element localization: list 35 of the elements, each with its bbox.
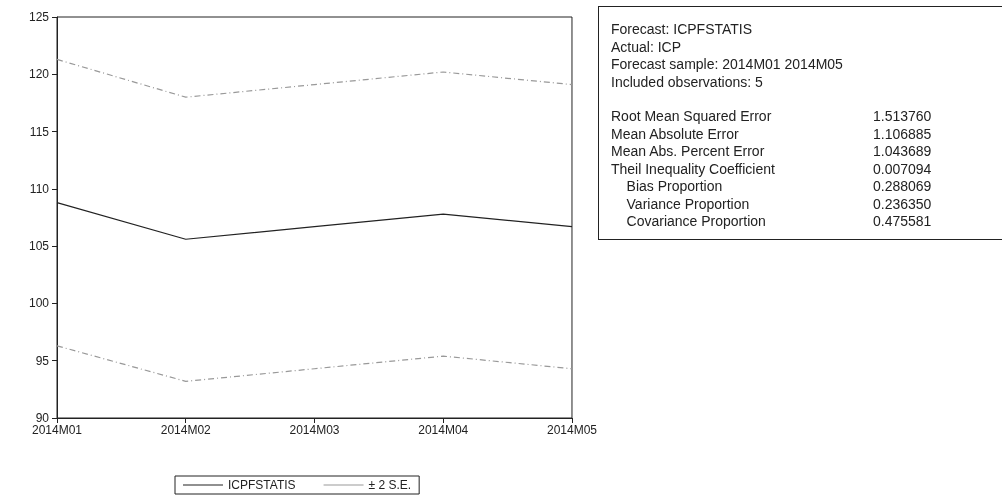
category-label: Bias Proportion — [625, 178, 724, 196]
y-tick-label: 110 — [29, 181, 50, 196]
y-tick-label: 100 — [28, 296, 50, 311]
text: 0.236350 — [873, 195, 932, 212]
text: 1.043689 — [873, 143, 932, 159]
x-tick-label: 2014M02 — [160, 423, 212, 437]
text: 0.007094 — [873, 160, 932, 177]
text: 0.288069 — [873, 178, 932, 194]
category-label: Mean Abs. Percent Error — [611, 143, 766, 161]
y-tick-label: 115 — [29, 124, 50, 139]
y-tick-label: 105 — [28, 239, 50, 254]
legend-label: ICPFSTATIS — [228, 478, 296, 492]
y-tick-label: 120 — [28, 67, 50, 82]
y-tick-label: 90 — [35, 411, 50, 425]
category-label: Mean Absolute Error — [611, 125, 740, 143]
x-tick-label: 2014M05 — [546, 423, 598, 437]
x-tick-label: 2014M01 — [31, 423, 83, 437]
category-label: Root Mean Squared Error — [611, 108, 773, 126]
text: Actual: ICP — [611, 38, 683, 56]
category-label: Theil Inequality Coefficient — [611, 160, 776, 178]
category-label: Covariance Proportion — [625, 213, 767, 231]
text: 1.513760 — [873, 108, 932, 124]
y-tick-label: 125 — [28, 10, 50, 24]
text: 1.106885 — [873, 125, 932, 142]
text: Included observations: 5 — [611, 73, 764, 91]
text: Forecast: ICPFSTATIS — [611, 21, 754, 39]
category-label: Variance Proportion — [625, 195, 751, 213]
legend-label: ± 2 S.E. — [368, 478, 412, 492]
y-tick-label: 95 — [35, 353, 50, 368]
line-series — [56, 345, 573, 382]
text: Forecast sample: 2014M01 2014M05 — [611, 56, 844, 74]
line-series — [56, 58, 573, 98]
text: 0.475581 — [873, 213, 932, 229]
x-tick-label: 2014M04 — [418, 423, 469, 437]
x-tick-label: 2014M03 — [289, 423, 340, 437]
